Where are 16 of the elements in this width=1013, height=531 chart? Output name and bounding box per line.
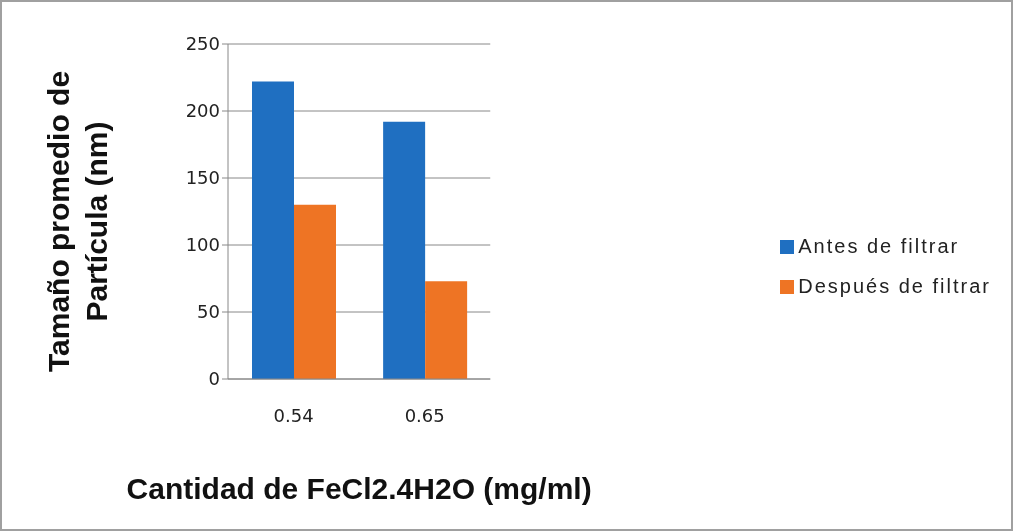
x-tick-label: 0.54 <box>273 404 314 426</box>
y-axis-title: Tamaño promedio de Partícula (nm) <box>42 70 113 373</box>
y-tick-label: 50 <box>197 301 220 323</box>
legend-label: Después de filtrar <box>798 274 991 297</box>
y-tick-label: 150 <box>185 167 220 189</box>
y-tick-label: 100 <box>185 234 220 256</box>
y-tick-label: 0 <box>208 368 220 390</box>
bar <box>425 281 468 379</box>
bar <box>252 81 294 379</box>
y-tick-label: 250 <box>185 33 220 55</box>
legend-label: Antes de filtrar <box>798 234 960 257</box>
x-axis-title: Cantidad de FeCl2.4H2O (mg/ml) <box>126 472 592 505</box>
bar <box>383 121 426 379</box>
x-tick-label: 0.65 <box>404 404 445 426</box>
bar <box>294 204 336 379</box>
y-tick-label: 200 <box>185 100 220 122</box>
